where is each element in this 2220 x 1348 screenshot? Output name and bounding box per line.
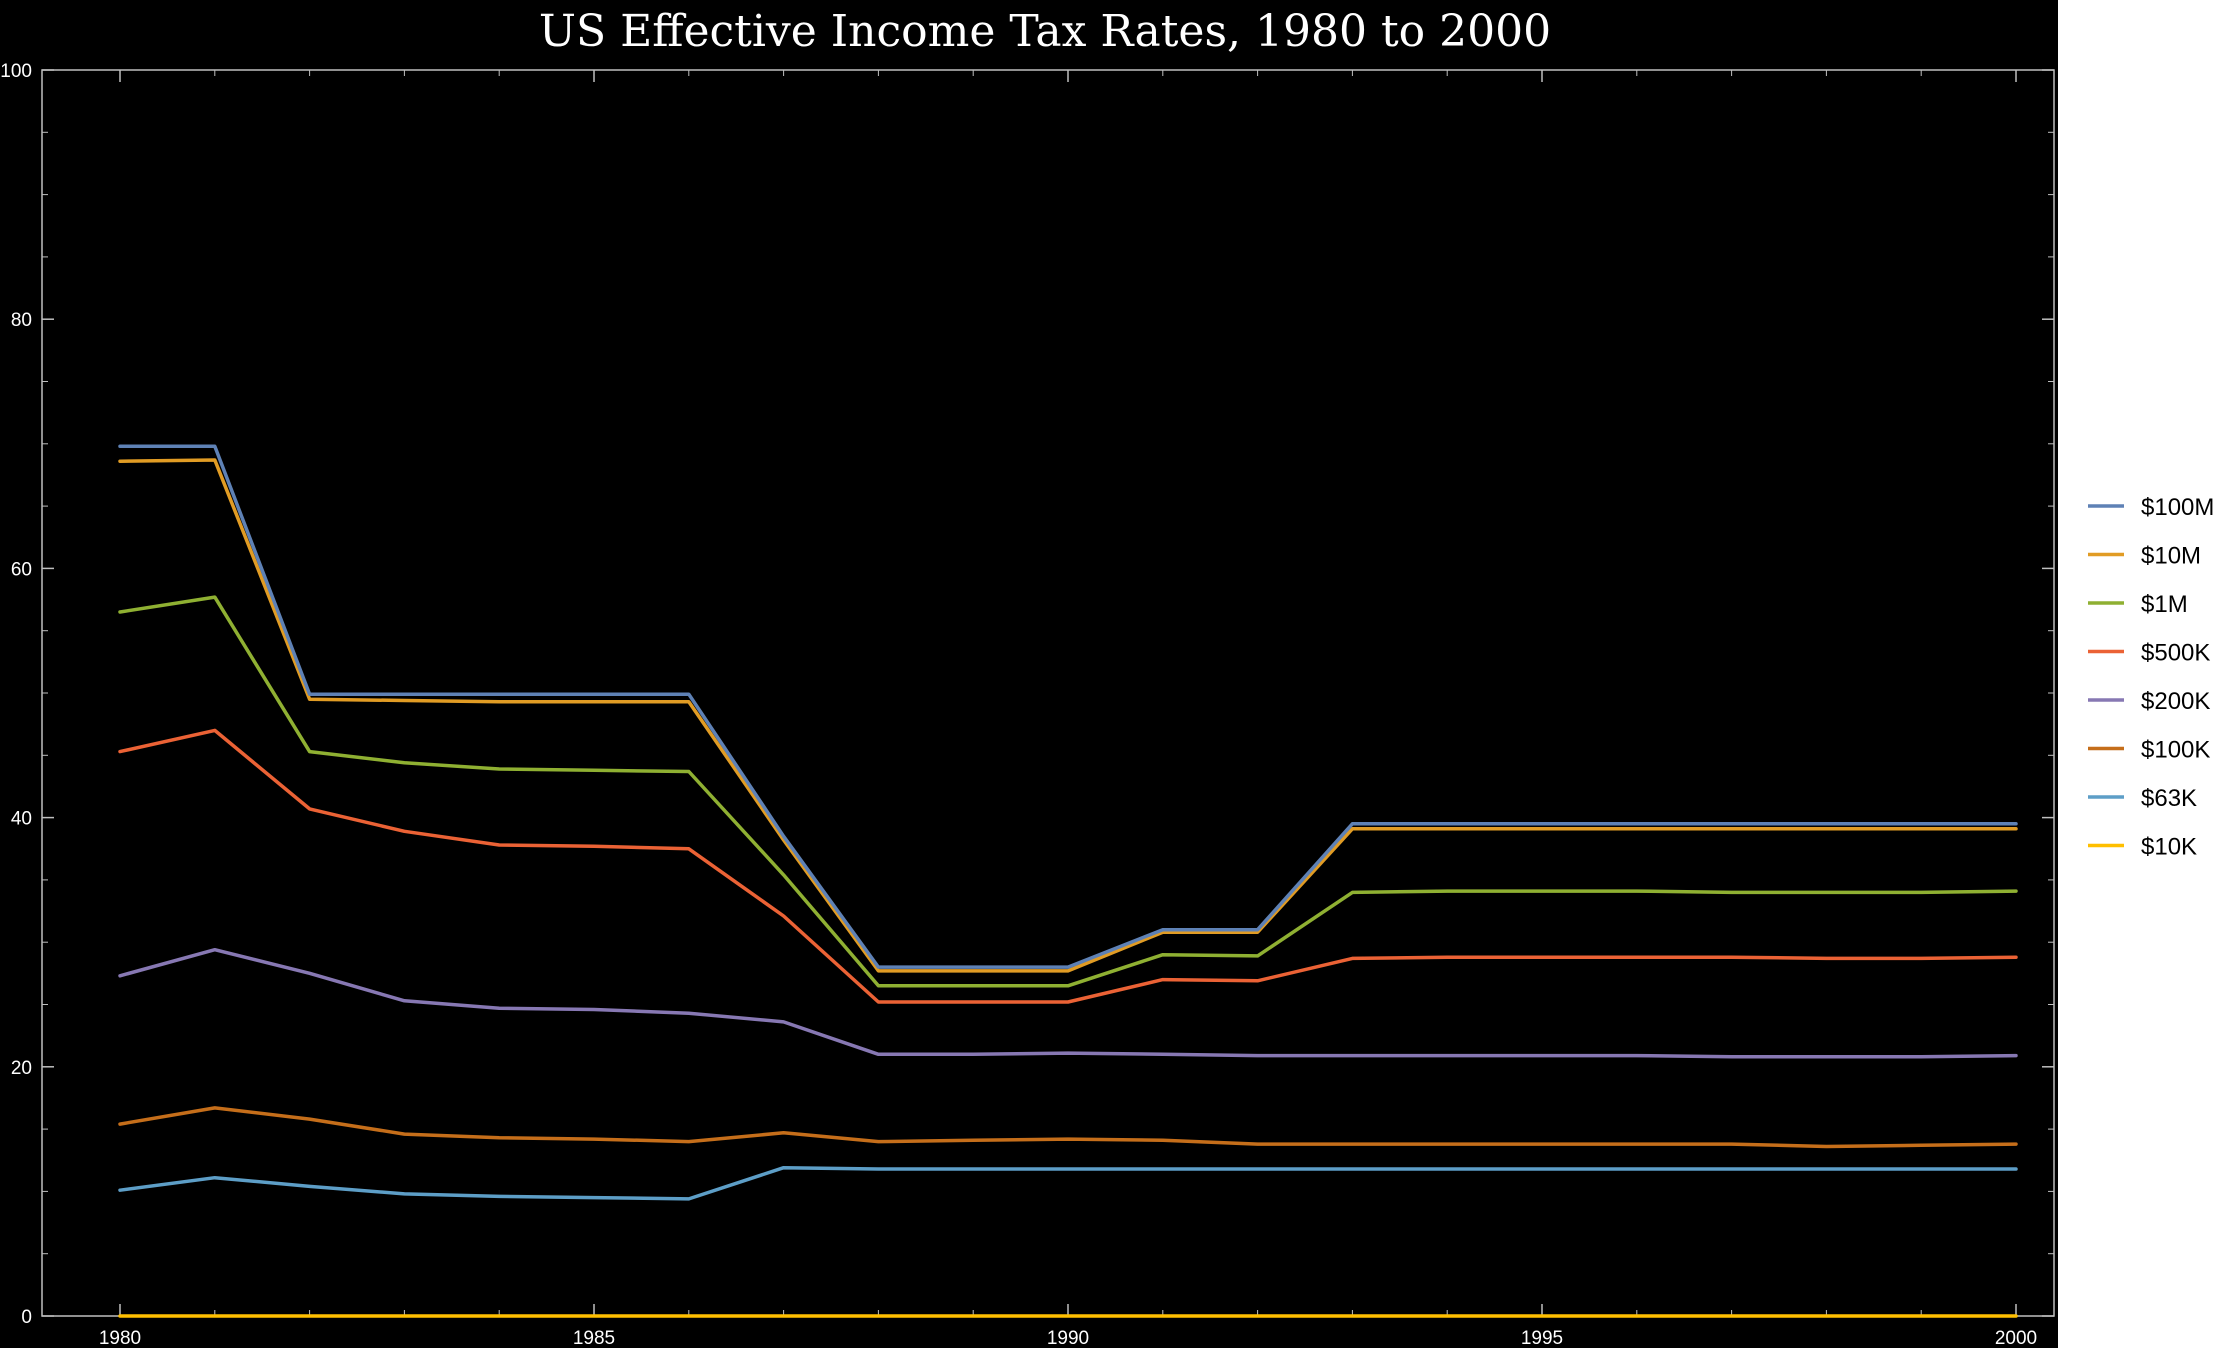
y-tick-label: 100 <box>0 61 32 82</box>
legend-label-10k: $10K <box>2141 834 2197 861</box>
x-axis: 1980 1985 1990 1995 2000 <box>99 70 2037 1348</box>
x-tick-label: 1990 <box>1047 1328 1089 1348</box>
series-line-100k <box>118 1106 2018 1149</box>
legend-label-1m: $1M <box>2141 591 2188 618</box>
legend-label-100k: $100K <box>2141 737 2210 764</box>
x-tick-label: 1995 <box>1521 1328 1563 1348</box>
legend-label-100m: $100M <box>2141 494 2214 521</box>
series-line-200k <box>118 947 2018 1059</box>
series-lines <box>118 444 2018 1318</box>
legend-label-63k: $63K <box>2141 785 2197 812</box>
legend-label-200k: $200K <box>2141 688 2210 715</box>
y-tick-label: 20 <box>11 1058 32 1079</box>
x-tick-label: 1985 <box>573 1328 615 1348</box>
y-axis: 0 20 40 60 80 100 <box>0 61 2054 1328</box>
y-tick-label: 0 <box>21 1307 32 1328</box>
series-line-63k <box>118 1165 2018 1201</box>
legend: $100M $10M $1M $500K $200K $100K $63K $10K <box>2088 494 2214 861</box>
series-line-100m <box>118 444 2018 969</box>
y-tick-label: 60 <box>11 559 32 580</box>
x-tick-label: 1980 <box>99 1328 141 1348</box>
y-tick-label: 40 <box>11 809 32 830</box>
series-line-500k <box>118 728 2018 1004</box>
series-line-1m <box>118 595 2018 988</box>
chart-title: US Effective Income Tax Rates, 1980 to 2… <box>539 6 1551 57</box>
legend-label-500k: $500K <box>2141 640 2210 667</box>
legend-label-10m: $10M <box>2141 543 2201 570</box>
series-line-10m <box>118 458 2018 973</box>
x-tick-label: 2000 <box>1995 1328 2037 1348</box>
y-tick-label: 80 <box>11 310 32 331</box>
